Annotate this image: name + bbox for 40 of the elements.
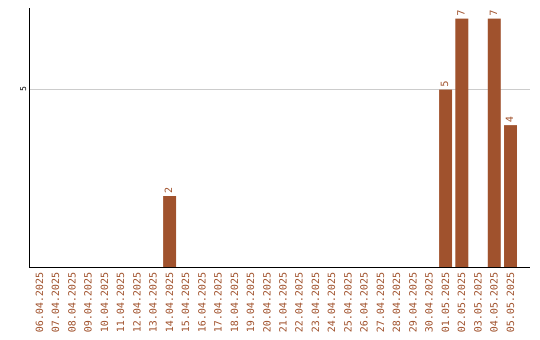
data-label: 7 (488, 10, 500, 16)
data-label: 2 (164, 187, 176, 194)
x-tick-label: 30.04.2025 (424, 272, 436, 332)
x-tick-label: 02.05.2025 (457, 272, 468, 332)
bar (455, 18, 468, 267)
x-tick-label: 12.04.2025 (132, 272, 144, 332)
x-tick-label: 25.04.2025 (343, 272, 354, 332)
bar (439, 90, 452, 267)
data-label: 7 (456, 10, 468, 16)
x-tick-label: 05.05.2025 (506, 272, 517, 332)
x-tick-label: 18.04.2025 (230, 272, 241, 332)
x-tick-label: 26.04.2025 (360, 272, 371, 332)
bar (504, 125, 518, 267)
x-tick-label: 19.04.2025 (246, 272, 258, 332)
data-label: 4 (505, 116, 516, 122)
x-tick-label: 11.04.2025 (116, 272, 128, 332)
x-tick-label: 28.04.2025 (392, 272, 404, 332)
x-tick-label: 09.04.2025 (84, 272, 95, 332)
x-tick-label: 29.04.2025 (408, 272, 420, 332)
data-label: 5 (440, 80, 452, 87)
x-tick-label: 10.04.2025 (100, 272, 111, 332)
x-tick-label: 17.04.2025 (214, 272, 225, 332)
x-tick-label: 08.04.2025 (67, 272, 78, 332)
x-tick-label: 20.04.2025 (262, 272, 274, 332)
x-tick-label: 23.04.2025 (310, 272, 322, 332)
bar (163, 196, 176, 267)
x-tick-label: 22.04.2025 (294, 272, 306, 332)
x-tick-label: 01.05.2025 (440, 272, 452, 332)
x-tick-label: 16.04.2025 (197, 272, 208, 332)
x-tick-label: 07.04.2025 (51, 272, 62, 332)
x-tick-label: 06.04.2025 (34, 272, 46, 332)
x-tick-label: 15.04.2025 (181, 272, 192, 332)
x-tick-label: 24.04.2025 (327, 272, 338, 332)
x-tick-label: 13.04.2025 (148, 272, 160, 332)
bar (488, 18, 501, 267)
x-tick-label: 27.04.2025 (376, 272, 387, 332)
x-tick-label: 14.04.2025 (164, 272, 176, 332)
x-tick-label: 21.04.2025 (278, 272, 290, 332)
x-tick-label: 04.05.2025 (490, 272, 501, 332)
x-tick-label: 03.05.2025 (473, 272, 484, 332)
